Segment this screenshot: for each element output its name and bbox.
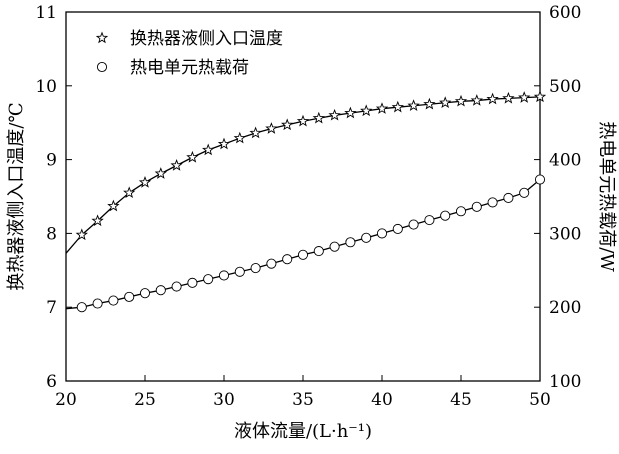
- heat-load-point: [171, 281, 182, 292]
- heat-load-point: [108, 295, 119, 306]
- inlet-temperature-point: [281, 118, 294, 131]
- inlet-temperature-point: [265, 122, 278, 134]
- heat-load-point: [487, 197, 498, 208]
- y-left-tick-label: 9: [46, 151, 57, 171]
- heat-load-point: [124, 291, 135, 302]
- inlet-temperature-point: [360, 104, 373, 117]
- y-right-tick-label: 100: [549, 372, 581, 392]
- inlet-temperature-point: [217, 137, 231, 150]
- legend-marker-circle: [96, 61, 108, 73]
- heat-load-point: [155, 285, 166, 296]
- inlet-temperature-point: [186, 150, 199, 163]
- x-tick-label: 20: [55, 390, 77, 410]
- x-tick-label: 50: [529, 390, 551, 410]
- x-tick-label: 35: [292, 390, 314, 410]
- inlet-temperature-point: [439, 96, 452, 109]
- inlet-temperature-point: [202, 143, 215, 156]
- inlet-temperature-point: [312, 111, 325, 124]
- heat-load-point: [92, 298, 103, 309]
- legend-label: 热电单元热载荷: [130, 58, 249, 78]
- y-right-tick-label: 200: [549, 298, 581, 318]
- inlet-temperature-point: [170, 159, 183, 171]
- heat-load-point: [76, 302, 87, 313]
- y-left-tick-label: 11: [35, 3, 57, 23]
- heat-load-point: [534, 174, 546, 185]
- inlet-temperature-point: [296, 114, 310, 127]
- heat-load-point: [392, 223, 403, 235]
- inlet-temperature-point: [533, 90, 547, 103]
- inlet-temperature-point: [138, 176, 152, 188]
- legend-label: 换热器液侧入口温度: [130, 29, 283, 49]
- y-left-tick-label: 6: [46, 372, 57, 392]
- heat-load-point: [313, 246, 324, 257]
- inlet-temperature-point: [502, 91, 515, 104]
- heat-load-point: [266, 258, 277, 269]
- heat-load-point: [424, 215, 435, 226]
- inlet-temperature-point: [328, 108, 341, 121]
- inlet-temperature-point: [154, 167, 167, 179]
- heat-load-point: [440, 210, 451, 221]
- y-right-axis-title: 热电单元热载荷/W: [596, 121, 617, 272]
- heat-load-point: [234, 266, 245, 277]
- series-line-heat-load: [65, 179, 541, 310]
- heat-load-point: [329, 241, 340, 252]
- heat-load-point: [376, 228, 388, 239]
- y-right-tick-label: 300: [549, 224, 581, 244]
- x-axis-title: 液体流量/(L·h⁻¹): [234, 421, 372, 442]
- heat-load-point: [297, 249, 309, 260]
- y-left-tick-label: 10: [35, 77, 57, 97]
- y-right-tick-label: 400: [549, 151, 581, 171]
- inlet-temperature-point: [423, 97, 436, 110]
- heat-load-point: [218, 270, 230, 281]
- legend-marker-star: [95, 31, 109, 44]
- x-tick-label: 30: [213, 390, 235, 410]
- inlet-temperature-point: [123, 186, 136, 199]
- y-left-tick-label: 8: [46, 224, 57, 244]
- inlet-temperature-point: [407, 99, 420, 111]
- inlet-temperature-point: [518, 91, 531, 103]
- heat-load-point: [455, 206, 467, 217]
- y-left-tick-label: 7: [46, 298, 57, 318]
- heat-load-point: [361, 232, 372, 243]
- heat-load-point: [345, 237, 356, 248]
- heat-load-point: [408, 219, 419, 230]
- inlet-temperature-point: [249, 126, 262, 139]
- heat-load-point: [139, 288, 151, 299]
- x-tick-label: 25: [134, 390, 156, 410]
- heat-load-point: [250, 263, 261, 274]
- y-right-tick-label: 600: [549, 3, 581, 23]
- heat-load-point: [282, 254, 293, 265]
- heat-load-point: [187, 277, 198, 288]
- heat-load-point: [471, 201, 482, 212]
- x-tick-label: 45: [450, 390, 472, 410]
- inlet-temperature-point: [107, 199, 120, 212]
- inlet-temperature-point: [91, 214, 104, 227]
- heat-load-point: [203, 274, 214, 285]
- heat-load-point: [503, 192, 514, 204]
- inlet-temperature-point: [470, 94, 483, 106]
- y-left-axis-title: 换热器液侧入口温度/℃: [6, 102, 27, 290]
- inlet-temperature-point: [391, 100, 404, 113]
- inlet-temperature-point: [454, 94, 468, 107]
- heat-load-point: [519, 187, 530, 198]
- inlet-temperature-point: [233, 131, 246, 144]
- x-tick-label: 40: [371, 390, 393, 410]
- inlet-temperature-point: [486, 92, 499, 105]
- inlet-temperature-point: [344, 106, 357, 119]
- inlet-temperature-point: [75, 228, 88, 241]
- inlet-temperature-point: [375, 102, 389, 114]
- y-right-tick-label: 500: [549, 77, 581, 97]
